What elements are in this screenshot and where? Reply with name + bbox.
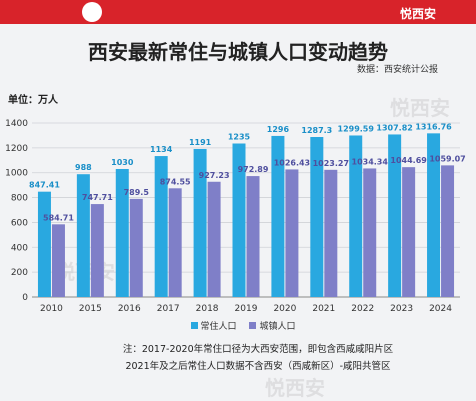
- legend-swatch-urban: [249, 322, 257, 329]
- y-tick-label: 800: [11, 194, 28, 204]
- urban-value-label: 874.55: [160, 177, 191, 186]
- footnote-line: 2021年及之后常住人口数据不含西安（西咸新区）-咸阳共管区: [125, 361, 391, 372]
- resident-bar: [310, 137, 324, 297]
- brand-logo-icon: [82, 2, 102, 22]
- legend: 常住人口 城镇人口: [0, 319, 476, 332]
- urban-bar: [324, 169, 338, 297]
- resident-bar: [271, 135, 285, 297]
- y-tick-label: 0: [22, 293, 28, 303]
- resident-value-label: 1299.59: [338, 124, 375, 133]
- resident-value-label: 1287.3: [301, 126, 332, 135]
- chart-title: 西安最新常住与城镇人口变动趋势: [88, 40, 388, 64]
- x-tick-label: 2016: [118, 304, 141, 314]
- x-tick-label: 2021: [312, 304, 335, 314]
- resident-value-label: 1191: [189, 138, 212, 147]
- x-tick-label: 2023: [390, 304, 413, 314]
- brand-name: 悦西安: [399, 7, 436, 21]
- x-tick-label: 2018: [196, 304, 219, 314]
- resident-value-label: 847.41: [29, 181, 60, 190]
- urban-bar: [207, 181, 221, 297]
- resident-value-label: 1296: [267, 125, 290, 134]
- resident-value-label: 1030: [111, 158, 134, 167]
- x-tick-label: 2017: [157, 304, 180, 314]
- x-tick-label: 2019: [235, 304, 258, 314]
- legend-label-resident: 常住人口: [200, 322, 237, 332]
- unit-label: 单位：万人: [8, 95, 58, 106]
- resident-bar: [37, 191, 51, 297]
- urban-value-label: 789.5: [124, 188, 150, 197]
- footnotes: 注：2017-2020年常住口径为大西安范围，即包含西咸咸阳片区 2021年及之…: [0, 341, 476, 375]
- resident-bar: [388, 134, 402, 297]
- resident-bar: [76, 174, 90, 297]
- urban-bar: [363, 168, 377, 297]
- y-tick-label: 1000: [5, 169, 28, 179]
- x-tick-label: 2015: [79, 304, 102, 314]
- urban-value-label: 972.89: [238, 165, 269, 174]
- header-bar: 悦西安: [0, 0, 476, 24]
- resident-value-label: 1134: [150, 145, 173, 154]
- urban-bar: [441, 165, 455, 297]
- urban-bar: [51, 224, 65, 297]
- urban-value-label: 1026.43: [274, 158, 310, 167]
- resident-value-label: 1235: [228, 133, 251, 142]
- resident-bar: [232, 143, 246, 297]
- urban-bar: [168, 188, 182, 297]
- urban-bar: [402, 167, 416, 297]
- urban-bar: [246, 176, 260, 297]
- watermark: 悦西安: [265, 376, 325, 400]
- resident-bar: [427, 133, 441, 297]
- urban-value-label: 1023.27: [313, 159, 349, 168]
- y-tick-label: 1200: [5, 144, 28, 154]
- legend-label-urban: 城镇人口: [259, 322, 296, 332]
- urban-bar: [285, 169, 299, 297]
- resident-bar: [193, 148, 207, 297]
- x-tick-label: 2024: [429, 304, 452, 314]
- urban-value-label: 927.23: [199, 171, 230, 180]
- x-tick-label: 2010: [40, 304, 63, 314]
- urban-value-label: 584.71: [43, 213, 74, 222]
- data-source: 数据：西安统计公报: [356, 65, 438, 75]
- resident-bar: [115, 168, 129, 297]
- y-tick-label: 400: [11, 243, 28, 253]
- y-tick-label: 1400: [5, 119, 28, 129]
- footnote-line: 注：2017-2020年常住口径为大西安范围，即包含西咸咸阳片区: [122, 344, 394, 355]
- resident-value-label: 1316.76: [415, 122, 452, 131]
- urban-bar: [90, 204, 104, 297]
- y-tick-label: 200: [11, 268, 28, 278]
- x-tick-label: 2020: [273, 304, 296, 314]
- urban-value-label: 1034.34: [352, 157, 389, 166]
- urban-bar: [129, 198, 143, 297]
- urban-value-label: 747.71: [82, 193, 113, 202]
- y-tick-label: 600: [11, 218, 28, 228]
- resident-bar: [349, 135, 363, 297]
- urban-value-label: 1059.07: [429, 154, 465, 163]
- resident-bar: [154, 156, 168, 297]
- urban-value-label: 1044.69: [390, 156, 427, 165]
- resident-value-label: 988: [75, 163, 92, 172]
- x-tick-label: 2022: [351, 304, 374, 314]
- watermark: 悦西安: [390, 96, 450, 120]
- resident-value-label: 1307.82: [376, 123, 412, 132]
- legend-swatch-resident: [190, 322, 198, 329]
